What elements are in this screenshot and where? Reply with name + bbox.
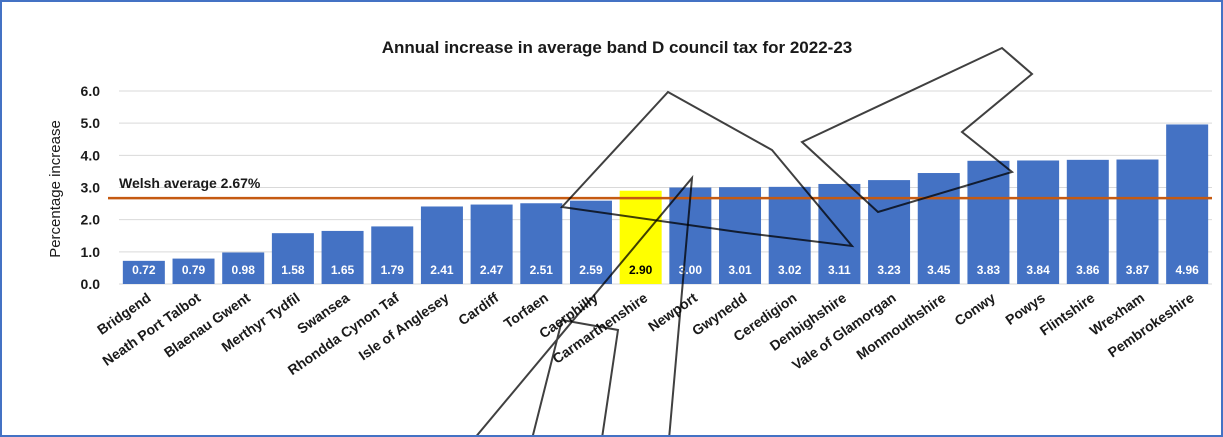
x-tick-label: Conwy — [951, 289, 998, 329]
bar — [1116, 159, 1159, 284]
data-label: 3.87 — [1126, 263, 1150, 277]
data-label: 3.00 — [679, 263, 703, 277]
bar — [1166, 124, 1209, 284]
data-label: 4.96 — [1175, 263, 1199, 277]
bar — [619, 190, 662, 284]
data-label: 1.58 — [281, 263, 305, 277]
data-label: 3.45 — [927, 263, 951, 277]
x-tick-label: Isle of Anglesey — [356, 289, 452, 363]
bar — [967, 160, 1010, 284]
bar — [470, 204, 513, 284]
x-tick-label: Blaenau Gwent — [161, 289, 253, 360]
data-label: 2.41 — [430, 263, 454, 277]
bar — [122, 260, 165, 284]
bar — [172, 258, 215, 284]
bar — [818, 183, 861, 284]
bar — [222, 252, 265, 284]
data-label: 0.72 — [132, 263, 156, 277]
y-tick-label: 6.0 — [81, 83, 101, 99]
data-label: 1.65 — [331, 263, 355, 277]
y-tick-label: 0.0 — [81, 276, 101, 292]
data-label: 3.02 — [778, 263, 802, 277]
welsh-average-label: Welsh average 2.67% — [119, 175, 261, 191]
bar — [271, 233, 314, 284]
bar — [1017, 160, 1060, 284]
bar — [321, 230, 364, 284]
bar — [371, 226, 414, 284]
bar — [768, 186, 811, 284]
data-label: 3.01 — [728, 263, 752, 277]
y-tick-label: 2.0 — [81, 212, 101, 228]
data-label: 3.11 — [828, 263, 851, 277]
bar — [420, 206, 463, 284]
data-label: 2.59 — [579, 263, 603, 277]
x-tick-label: Cardiff — [455, 289, 501, 328]
y-tick-label: 1.0 — [81, 244, 101, 260]
draft-watermark — [476, 46, 1034, 435]
x-tick-label: Carmarthenshire — [549, 289, 650, 366]
data-label: 2.90 — [629, 263, 653, 277]
data-label: 0.79 — [182, 263, 206, 277]
x-tick-label: Pembrokeshire — [1105, 289, 1197, 360]
bar — [917, 173, 960, 284]
data-label: 1.79 — [381, 263, 405, 277]
x-tick-label: Flintshire — [1037, 289, 1098, 338]
data-labels: 0.72 0.79 0.98 1.58 1.65 1.79 2.41 2.47 2.51 2.59… — [132, 263, 1199, 277]
data-label: 3.84 — [1026, 263, 1050, 277]
bar — [569, 200, 612, 284]
chart-title: Annual increase in average band D counci… — [382, 38, 853, 57]
y-tick-label: 3.0 — [81, 180, 101, 196]
bar — [719, 187, 762, 284]
y-tick-label: 5.0 — [81, 115, 101, 131]
data-label: 2.51 — [530, 263, 554, 277]
y-axis-ticks: 0.0 1.0 2.0 3.0 4.0 5.0 6.0 — [81, 83, 101, 292]
data-label: 3.86 — [1076, 263, 1100, 277]
data-label: 3.83 — [977, 263, 1001, 277]
y-axis-label: Percentage increase — [47, 120, 64, 258]
x-tick-label: Monmouthshire — [853, 289, 948, 362]
bars — [122, 124, 1209, 284]
welsh-average-line-group: Welsh average 2.67% — [108, 175, 1212, 200]
bar — [1066, 159, 1109, 284]
data-label: 0.98 — [232, 263, 256, 277]
data-label: 3.23 — [877, 263, 901, 277]
y-tick-label: 4.0 — [81, 147, 101, 163]
data-label: 2.47 — [480, 263, 504, 277]
bar — [520, 203, 563, 284]
